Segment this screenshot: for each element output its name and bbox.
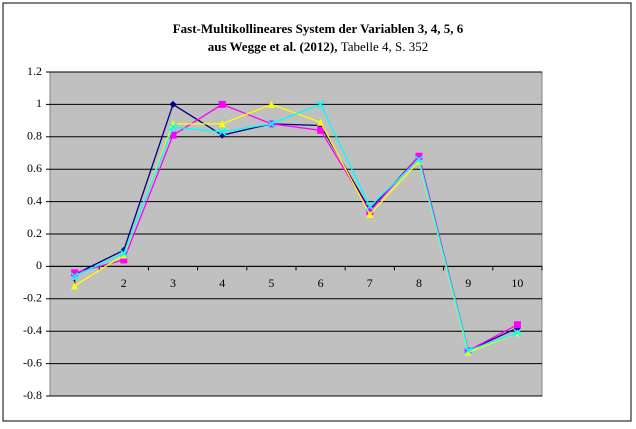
- x-tick-label: 2: [121, 276, 127, 290]
- marker: [120, 256, 128, 264]
- y-tick-label: 0.8: [27, 129, 42, 143]
- x-tick-label: 10: [511, 276, 523, 290]
- marker: [317, 118, 325, 126]
- x-tick-label: 6: [318, 276, 324, 290]
- x-tick-label: 9: [465, 276, 471, 290]
- marker: [267, 100, 275, 108]
- x-tick-label: 7: [367, 276, 373, 290]
- y-tick-label: 1: [36, 96, 42, 110]
- y-tick-label: 0.4: [27, 193, 42, 207]
- marker: [366, 211, 374, 219]
- x-tick-label: 5: [268, 276, 274, 290]
- marker: [316, 100, 325, 109]
- marker: [415, 152, 423, 160]
- y-tick-label: -0.8: [23, 388, 42, 402]
- marker: [464, 348, 472, 356]
- x-tick-label: 8: [416, 276, 422, 290]
- marker: [119, 249, 128, 258]
- chart-subtitle: aus Wegge et al. (2012), Tabelle 4, S. 3…: [208, 39, 429, 54]
- x-tick-label: 4: [219, 276, 225, 290]
- y-tick-label: -0.2: [23, 291, 42, 305]
- marker: [169, 131, 177, 139]
- marker: [513, 328, 522, 337]
- series-line: [74, 103, 518, 352]
- x-tick-label: 3: [170, 276, 176, 290]
- marker: [218, 120, 226, 128]
- marker: [317, 126, 325, 134]
- y-tick-label: -0.4: [23, 323, 42, 337]
- subtitle: Tabelle 4, S. 352: [341, 39, 429, 54]
- marker: [70, 272, 79, 281]
- marker: [71, 269, 79, 277]
- marker: [464, 346, 473, 355]
- marker: [218, 100, 226, 108]
- marker: [267, 119, 276, 128]
- y-tick-label: 0.6: [27, 161, 42, 175]
- y-tick-label: 1.2: [27, 64, 42, 78]
- chart-title: Fast-Multikollineares System der Variabl…: [173, 21, 464, 36]
- subtitle-bold: aus Wegge et al. (2012),: [208, 39, 338, 54]
- y-tick-label: 0: [36, 258, 42, 272]
- marker: [71, 282, 79, 290]
- marker: [218, 127, 227, 136]
- marker: [365, 202, 374, 211]
- y-tick-label: -0.6: [23, 355, 42, 369]
- y-tick-label: 0.2: [27, 226, 42, 240]
- marker: [169, 100, 177, 108]
- marker: [414, 155, 424, 164]
- marker: [168, 123, 178, 132]
- marker: [513, 321, 521, 329]
- marker: [120, 251, 128, 259]
